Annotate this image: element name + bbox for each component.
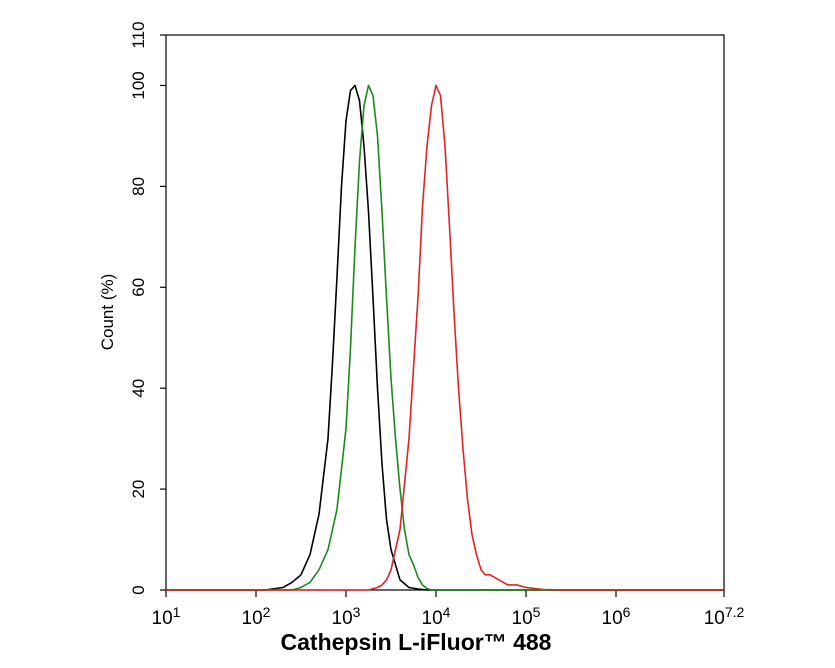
y-axis-ticks: 0 20 40 60 80 100 110 [129,21,166,595]
x-tick-label: 103 [332,604,361,629]
y-tick-label: 40 [129,379,148,398]
y-tick-label: 60 [129,278,148,297]
x-tick-label: 101 [152,604,181,629]
x-tick-label: 102 [242,604,271,629]
x-tick-label: 106 [602,604,631,629]
series-black-line [166,84,724,591]
x-axis-label: Cathepsin L-iFluor™ 488 [281,629,552,655]
x-tick-label: 105 [512,604,541,629]
y-axis-label: Count (%) [98,274,117,351]
y-tick-label: 20 [129,480,148,499]
y-tick-label: 110 [129,21,148,48]
y-tick-label: 0 [129,585,148,594]
series-green-line [166,84,724,591]
x-axis-ticks: 101 102 103 104 105 106 107.2 [152,590,745,629]
x-tick-label: 104 [422,604,451,629]
y-tick-label: 100 [129,71,148,99]
y-tick-label: 80 [129,177,148,196]
series-red-line [166,84,724,591]
plot-frame [165,34,725,591]
series-group [166,84,724,591]
x-tick-label: 107.2 [704,604,745,629]
